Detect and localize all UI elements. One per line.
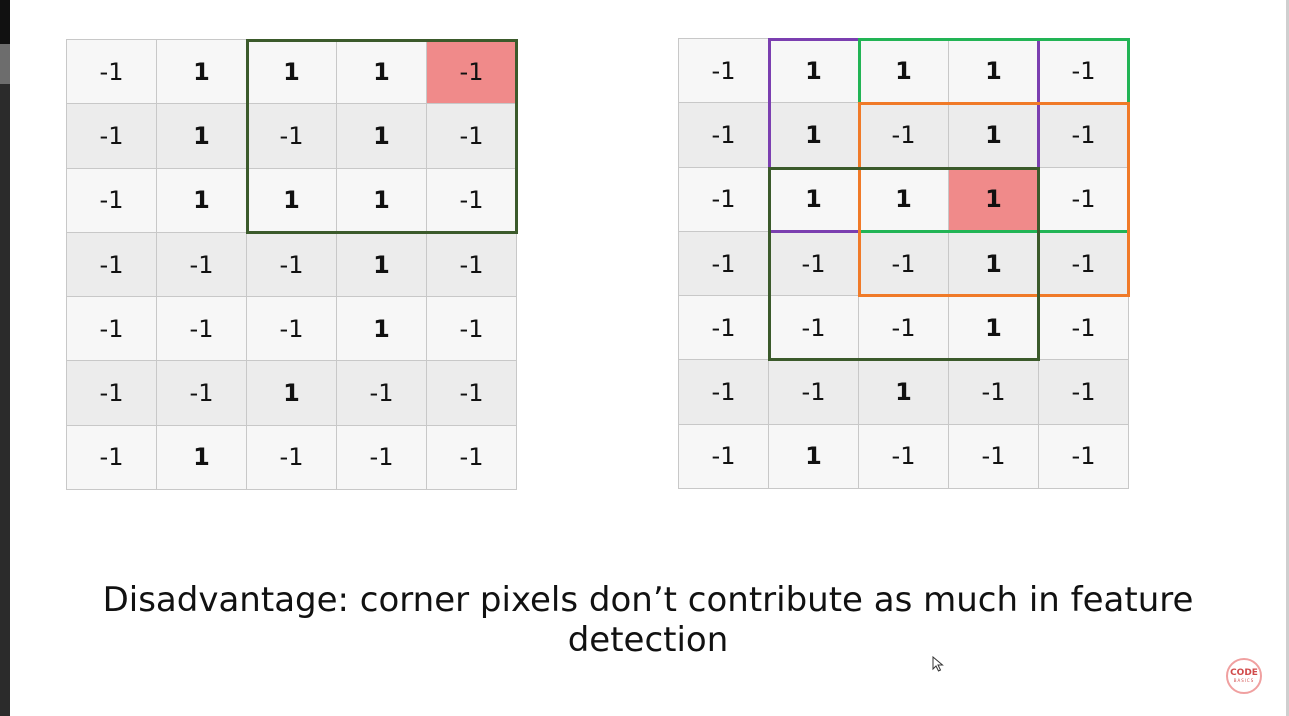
left-grid-cell: 1: [337, 297, 427, 362]
right-grid-cell: -1: [859, 296, 949, 361]
right-grid-cell: 1: [949, 167, 1039, 232]
left-grid-cell: 1: [337, 40, 427, 105]
left-grid-cell: 1: [157, 168, 247, 233]
right-grid-cell: 1: [949, 231, 1039, 297]
right-grid-cell: -1: [679, 167, 769, 232]
left-grid-cell: -1: [67, 361, 157, 426]
left-grid-cell: -1: [157, 297, 247, 362]
left-grid-cell: -1: [67, 168, 157, 233]
mouse-cursor-icon: [932, 656, 944, 672]
right-grid-cell: -1: [769, 360, 859, 425]
right-input-grid: -1 1 1 1 -1 -1 1 -1 1 -1 -1 1 1 1 -1 -1 -1 -1 1 -1 -1 -1 -1 1 -1…: [678, 38, 1130, 490]
right-grid-cell: -1: [859, 103, 949, 168]
right-grid-cell: -1: [1039, 231, 1129, 297]
right-grid-cell: -1: [949, 424, 1039, 490]
left-grid-cell: -1: [427, 40, 517, 105]
right-grid-cell: 1: [769, 39, 859, 104]
right-grid-cell: -1: [679, 103, 769, 168]
left-grid-cell: -1: [157, 361, 247, 426]
right-grid-cell: -1: [859, 231, 949, 297]
right-grid-cell: 1: [859, 167, 949, 232]
left-grid-cell: 1: [247, 361, 337, 426]
left-grid-cell: -1: [247, 297, 337, 362]
left-grid-cell: -1: [67, 297, 157, 362]
right-grid-cell: -1: [1039, 296, 1129, 361]
left-grid-cell: -1: [427, 425, 517, 491]
right-grid-cell: 1: [769, 424, 859, 490]
left-grid-cell: -1: [157, 232, 247, 298]
left-grid-cell: -1: [67, 232, 157, 298]
right-grid-cell: -1: [769, 231, 859, 297]
right-grid-cell: -1: [1039, 103, 1129, 168]
right-grid-cell: 1: [769, 103, 859, 168]
left-grid-cell: -1: [247, 425, 337, 491]
caption-line-1: Disadvantage: corner pixels don’t contri…: [102, 580, 1194, 620]
left-grid-cell: -1: [67, 104, 157, 169]
left-grid-cell: -1: [427, 104, 517, 169]
left-grid-cell: -1: [427, 297, 517, 362]
right-grid-cell: 1: [769, 167, 859, 232]
right-grid-cell: -1: [679, 424, 769, 490]
left-grid-cell: 1: [337, 104, 427, 169]
right-grid-cell: -1: [679, 296, 769, 361]
right-grid-cell: 1: [949, 39, 1039, 104]
right-grid-cell: 1: [859, 39, 949, 104]
right-grid-cell: -1: [679, 231, 769, 297]
left-grid-cell: -1: [247, 104, 337, 169]
left-window-edge: [0, 0, 10, 716]
right-grid-cell: -1: [859, 424, 949, 490]
right-grid-cell: -1: [1039, 360, 1129, 425]
left-grid-cell: 1: [157, 40, 247, 105]
right-grid-cell: -1: [949, 360, 1039, 425]
left-grid-cell: -1: [427, 232, 517, 298]
left-grid-cell: 1: [157, 425, 247, 491]
left-grid-cell: 1: [247, 168, 337, 233]
left-grid-cell: -1: [337, 425, 427, 491]
left-input-grid: -1 1 1 1 -1 -1 1 -1 1 -1 -1 1 1 1 -1 -1 -1 -1 1 -1 -1 -1 -1 1 -1…: [66, 39, 518, 491]
logo-text: CODE: [1230, 668, 1258, 678]
left-grid-cell: 1: [337, 168, 427, 233]
slide-caption: Disadvantage: corner pixels don’t contri…: [30, 580, 1266, 660]
codebasics-logo: CODE BASICS: [1226, 658, 1262, 694]
right-grid-cell: -1: [1039, 167, 1129, 232]
right-grid-cell: 1: [859, 360, 949, 425]
left-grid-cell: -1: [67, 40, 157, 105]
left-grid-cell: 1: [157, 104, 247, 169]
right-grid-cell: -1: [679, 39, 769, 104]
right-grid-cell: 1: [949, 296, 1039, 361]
left-grid-cell: -1: [67, 425, 157, 491]
left-grid-cell: -1: [337, 361, 427, 426]
right-grid-cell: -1: [1039, 424, 1129, 490]
logo-subtext: BASICS: [1233, 678, 1255, 683]
left-grid-cell: -1: [427, 168, 517, 233]
right-window-edge: [1286, 0, 1289, 716]
left-grid-cell: -1: [427, 361, 517, 426]
caption-line-2: detection: [567, 620, 729, 660]
right-grid-cell: -1: [679, 360, 769, 425]
left-edge-dark-block: [0, 0, 10, 44]
left-grid-cell: 1: [247, 40, 337, 105]
right-grid-cell: -1: [769, 296, 859, 361]
left-edge-tab: [0, 44, 10, 84]
left-grid-cell: 1: [337, 232, 427, 298]
right-grid-cell: 1: [949, 103, 1039, 168]
right-grid-cell: -1: [1039, 39, 1129, 104]
left-grid-cell: -1: [247, 232, 337, 298]
